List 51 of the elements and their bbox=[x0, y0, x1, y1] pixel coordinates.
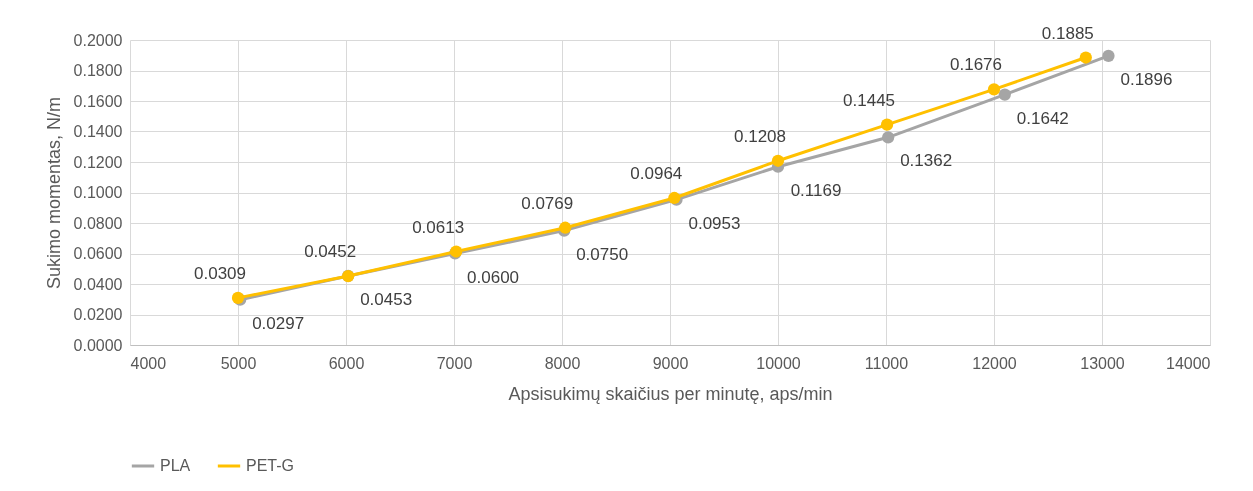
x-tick-label: 11000 bbox=[864, 354, 909, 372]
legend-label: PLA bbox=[160, 457, 191, 474]
data-label: 0.1169 bbox=[790, 180, 842, 200]
data-label: 0.1642 bbox=[1016, 108, 1069, 128]
y-tick-label: 0.1200 bbox=[73, 153, 123, 171]
y-tick-label: 0.2000 bbox=[73, 31, 123, 49]
data-label: 0.0953 bbox=[688, 213, 741, 233]
x-tick-label: 7000 bbox=[436, 354, 473, 372]
data-label: 0.0453 bbox=[360, 289, 413, 309]
x-tick-label: 8000 bbox=[544, 354, 581, 372]
x-tick-label: 4000 bbox=[130, 354, 167, 372]
point bbox=[1079, 51, 1092, 64]
x-tick-label: 13000 bbox=[1080, 354, 1125, 372]
y-tick-label: 0.0200 bbox=[73, 306, 123, 323]
data-label: 0.1208 bbox=[734, 126, 786, 146]
x-tick-label: 10000 bbox=[756, 354, 801, 372]
legend-label: PET-G bbox=[246, 457, 295, 474]
data-label: 0.1896 bbox=[1120, 69, 1173, 89]
x-tick-label: 9000 bbox=[652, 354, 689, 372]
y-tick-label: 0.1600 bbox=[73, 92, 123, 110]
x-tick-label: 6000 bbox=[328, 354, 365, 372]
x-tick-label: 5000 bbox=[220, 354, 257, 372]
y-tick-label: 0.0400 bbox=[73, 275, 123, 293]
x-axis-title: Apsisukimų skaičius per minutę, aps/min bbox=[508, 383, 833, 404]
data-label: 0.0613 bbox=[412, 217, 465, 237]
y-axis-title: Sukimo momentas, N/m bbox=[43, 96, 64, 290]
data-label: 0.1445 bbox=[843, 90, 896, 110]
point bbox=[987, 83, 1001, 96]
data-label: 0.1676 bbox=[950, 55, 1002, 75]
y-tick-label: 0.0800 bbox=[73, 214, 123, 232]
x-tick-label: 14000 bbox=[1166, 354, 1211, 372]
data-label: 0.0452 bbox=[304, 242, 357, 262]
data-label: 0.0750 bbox=[576, 244, 629, 264]
data-label: 0.0964 bbox=[630, 163, 683, 183]
point bbox=[998, 88, 1011, 101]
y-tick-label: 0.1800 bbox=[73, 62, 123, 79]
x-tick-label: 12000 bbox=[972, 354, 1017, 372]
data-label: 0.1362 bbox=[900, 151, 953, 171]
y-tick-label: 0.0600 bbox=[73, 245, 123, 262]
y-tick-label: 0.1400 bbox=[73, 123, 123, 140]
data-label: 0.0769 bbox=[521, 193, 574, 213]
data-label: 0.0600 bbox=[467, 267, 520, 287]
data-label: 0.0297 bbox=[252, 313, 305, 333]
data-label: 0.1885 bbox=[1041, 23, 1094, 43]
point bbox=[880, 118, 894, 131]
point bbox=[882, 131, 895, 144]
point bbox=[771, 154, 785, 167]
y-tick-label: 0.0000 bbox=[73, 336, 123, 354]
point bbox=[1102, 49, 1115, 62]
y-tick-label: 0.1000 bbox=[73, 184, 123, 201]
data-label: 0.0309 bbox=[194, 263, 246, 283]
